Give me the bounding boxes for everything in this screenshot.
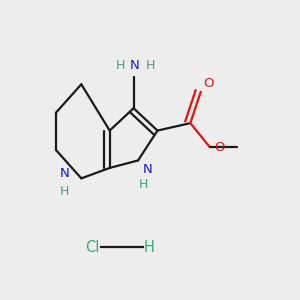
Text: H: H bbox=[60, 185, 70, 198]
Text: N: N bbox=[60, 167, 70, 180]
Text: Cl: Cl bbox=[85, 239, 99, 254]
Text: O: O bbox=[204, 77, 214, 90]
Text: N: N bbox=[130, 59, 140, 72]
Text: O: O bbox=[214, 140, 225, 154]
Text: N: N bbox=[142, 163, 152, 176]
Text: H: H bbox=[116, 59, 125, 72]
Text: H: H bbox=[139, 178, 148, 191]
Text: H: H bbox=[145, 59, 155, 72]
Text: H: H bbox=[144, 239, 155, 254]
